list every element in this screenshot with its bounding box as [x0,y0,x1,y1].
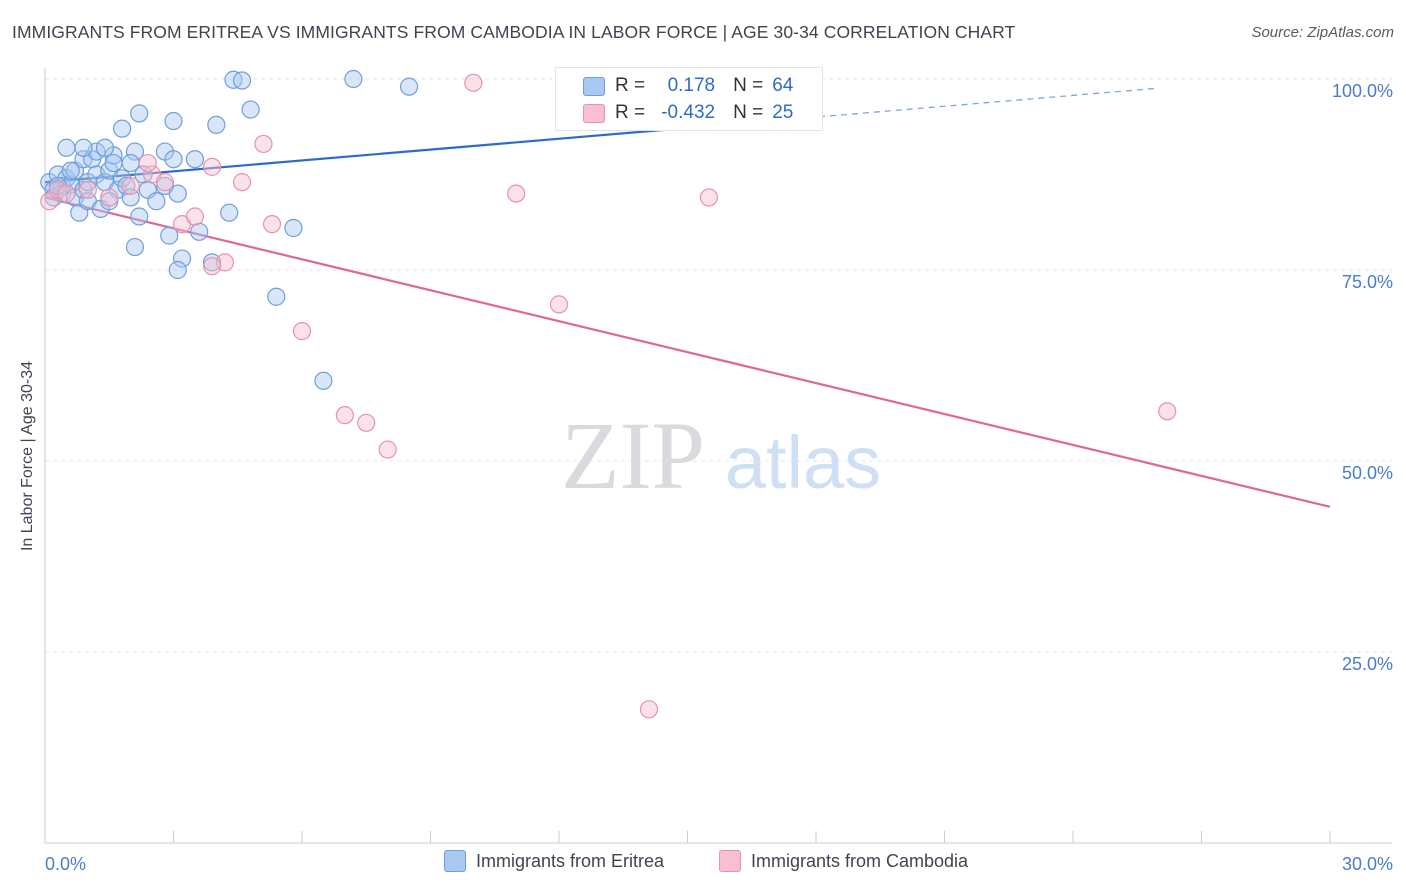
point-cambodia [639,700,659,719]
legend-n-label: N = [733,75,764,96]
point-eritrea [117,176,136,196]
point-cambodia [507,184,526,203]
point-eritrea [399,77,419,96]
point-eritrea [104,153,123,173]
y-tick-label: 50.0% [1342,463,1393,483]
point-cambodia [254,134,273,154]
point-cambodia [262,215,282,234]
trend-line-cambodia [44,196,1331,508]
point-eritrea [185,150,205,169]
point-cambodia [1158,402,1177,421]
data-points [40,69,1177,719]
point-eritrea [125,142,145,161]
point-eritrea [74,138,93,157]
point-eritrea [168,184,187,203]
series-swatch-cambodia [719,850,741,872]
point-eritrea [160,226,179,245]
series-legend-item-eritrea: Immigrants from Eritrea [444,850,664,872]
point-eritrea [190,222,209,241]
point-cambodia [100,188,119,207]
point-cambodia [464,73,483,92]
series-swatch-eritrea [444,850,466,872]
point-eritrea [130,207,149,226]
point-cambodia [378,440,397,459]
legend-swatch-eritrea [583,76,605,96]
watermark-zip: ZIP [561,402,705,509]
point-eritrea [172,249,192,268]
point-cambodia [699,188,719,207]
point-eritrea [164,111,183,131]
point-cambodia [335,406,354,425]
point-eritrea [207,115,226,134]
series-legend-item-cambodia: Immigrants from Cambodia [719,850,968,872]
watermark-atlas: atlas [725,421,881,504]
point-cambodia [232,173,252,192]
point-cambodia [549,295,569,314]
point-eritrea [168,260,187,280]
legend-swatch-cambodia [583,103,605,123]
grid-lines [45,78,1392,653]
legend-n-value-cambodia: 25 [772,102,794,123]
point-cambodia [138,153,157,173]
legend-r-value-cambodia: -0.432 [661,102,716,123]
y-tick-label: 100.0% [1332,81,1393,101]
x-tick-label: 30.0% [1342,854,1393,874]
axes [44,68,1392,844]
point-eritrea [232,71,252,90]
point-eritrea [57,138,76,157]
point-eritrea [284,218,303,238]
point-cambodia [78,180,97,199]
point-eritrea [344,69,363,89]
point-cambodia [202,157,222,176]
point-eritrea [95,138,115,157]
legend-n-label: N = [733,102,764,123]
point-cambodia [48,180,67,199]
series-legend: Immigrants from Eritrea Immigrants from … [0,850,1406,878]
legend-n-value-eritrea: 64 [772,75,794,96]
watermark: ZIP atlas [561,402,881,509]
point-eritrea [121,153,140,173]
point-eritrea [202,253,222,272]
point-eritrea [125,237,145,257]
point-eritrea [220,203,239,222]
point-cambodia [357,413,376,432]
x-tick-label: 0.0% [45,854,86,874]
point-eritrea [241,100,260,119]
point-cambodia [155,173,175,192]
legend-r-value-eritrea: 0.178 [667,75,716,96]
point-cambodia [292,322,312,341]
y-tick-label: 75.0% [1342,272,1393,292]
series-label-eritrea: Immigrants from Eritrea [476,850,665,871]
series-label-cambodia: Immigrants from Cambodia [751,850,969,871]
point-eritrea [61,161,80,180]
point-cambodia [185,207,205,226]
chart-title: IMMIGRANTS FROM ERITREA VS IMMIGRANTS FR… [12,22,1016,42]
point-eritrea [112,119,132,138]
source-label: Source: ZipAtlas.com [1251,24,1394,41]
point-cambodia [202,257,222,276]
legend-r-label: R = [615,75,646,96]
tick-labels: 25.0% 50.0% 75.0% 100.0% 0.0% 30.0% [45,81,1393,874]
point-eritrea [130,104,149,123]
point-eritrea [147,192,166,211]
y-tick-label: 25.0% [1342,654,1393,674]
point-cambodia [57,184,76,203]
legend-r-label: R = [615,102,646,123]
legend-row-eritrea: R = 0.178 N = 64 [556,73,793,99]
point-eritrea [314,371,333,390]
stats-legend: R = 0.178 N = 64 R = -0.432 N = 25 [555,67,823,131]
y-axis-label: In Labor Force | Age 30-34 [19,360,36,552]
point-eritrea [164,150,183,169]
legend-row-cambodia: R = -0.432 N = 25 [556,100,793,126]
point-eritrea [100,192,119,211]
point-cambodia [121,176,140,196]
point-eritrea [267,287,286,306]
